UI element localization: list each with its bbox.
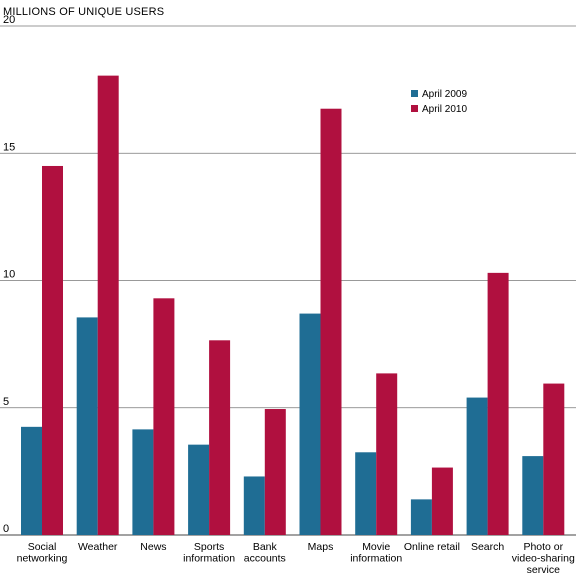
bar-2010-9 (543, 383, 565, 535)
x-tick-label: Search (471, 541, 504, 553)
x-tick-label: information (350, 553, 402, 565)
bar-2010-1 (97, 75, 119, 535)
bar-2009-1 (76, 317, 98, 535)
bar-2010-7 (431, 467, 453, 535)
bar-2010-2 (153, 298, 175, 535)
bar-2010-4 (264, 409, 286, 535)
bar-2009-7 (410, 499, 432, 535)
bar-2009-3 (188, 444, 210, 535)
y-tick-label: 20 (3, 14, 15, 26)
bar-2009-8 (466, 397, 488, 535)
bar-2009-6 (355, 452, 377, 535)
legend-label: April 2010 (422, 104, 467, 115)
bars (21, 75, 565, 536)
bar-2010-5 (320, 108, 342, 536)
x-tick-label: service (527, 564, 560, 576)
x-tick-label: Weather (78, 541, 118, 553)
legend-swatch (411, 90, 418, 97)
x-tick-label: information (183, 553, 235, 565)
x-tick-label: Photo or (523, 541, 563, 553)
bar-2010-0 (42, 165, 63, 535)
x-tick-label: Social (28, 541, 57, 553)
x-tick-label: Online retail (404, 541, 460, 553)
bar-2010-6 (376, 373, 398, 535)
x-tick-label: accounts (244, 553, 286, 565)
bar-2009-2 (132, 429, 154, 535)
x-tick-label: video-sharing (512, 553, 575, 565)
x-tick-label: News (140, 541, 166, 553)
y-axis-ticks: 0 5 10 15 20 (3, 14, 15, 535)
y-tick-label: 0 (3, 523, 9, 535)
bar-2010-8 (487, 272, 509, 535)
x-tick-label: Maps (308, 541, 334, 553)
x-tick-label: Sports (194, 541, 224, 553)
x-tick-label: Bank (253, 541, 278, 553)
y-axis-label: MILLIONS OF UNIQUE USERS (3, 6, 164, 18)
x-tick-label: networking (17, 553, 68, 565)
legend: April 2009 April 2010 (411, 89, 467, 115)
bar-2009-9 (522, 456, 544, 535)
legend-label: April 2009 (422, 89, 467, 100)
bar-2010-3 (209, 340, 231, 535)
x-tick-label: Movie (362, 541, 390, 553)
bar-2009-5 (299, 313, 321, 535)
bar-2009-4 (243, 476, 265, 535)
legend-swatch (411, 105, 418, 112)
bar-2009-0 (21, 426, 42, 535)
y-tick-label: 15 (3, 141, 15, 153)
y-tick-label: 10 (3, 269, 15, 281)
y-tick-label: 5 (3, 396, 9, 408)
